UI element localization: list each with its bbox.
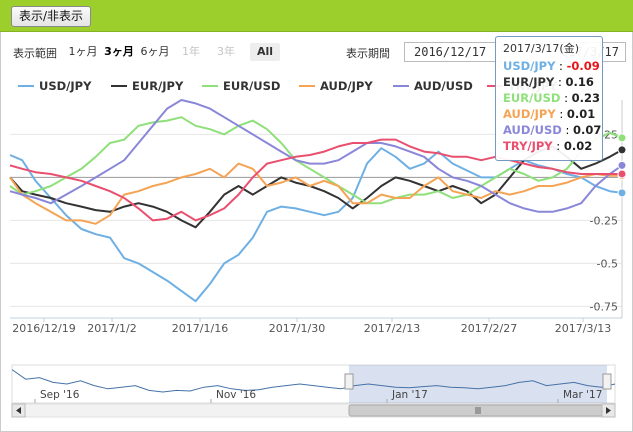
show-hide-button[interactable]: 表示/非表示 — [11, 6, 92, 27]
tooltip-series-name: EUR/JPY — [503, 75, 555, 89]
range-button-3m[interactable]: 3ヶ月 — [104, 45, 134, 58]
tooltip-row: AUD/JPY : 0.01 — [503, 106, 595, 122]
tooltip-series-name: EUR/USD — [503, 91, 561, 105]
tooltip-separator: : — [554, 75, 566, 89]
tooltip-row: TRY/JPY : 0.02 — [503, 138, 595, 154]
tooltip-row: AUD/USD : 0.07 — [503, 122, 601, 138]
tooltip-series-value: 0.07 — [573, 123, 602, 137]
range-button-1y[interactable]: 1年 — [182, 45, 200, 58]
tooltip-series-value: 0.23 — [571, 91, 600, 105]
tooltip-series-name: USD/JPY — [503, 59, 556, 73]
tooltip-series-name: TRY/JPY — [503, 139, 553, 153]
tooltip-series-name: AUD/USD — [503, 123, 562, 137]
tooltip-series-value: 0.02 — [563, 139, 593, 153]
range-button-all[interactable]: All — [250, 43, 280, 61]
tooltip-separator: : — [555, 59, 567, 73]
tooltip: 2017/3/17(金) USD/JPY : -0.09 EUR/JPY : 0.… — [495, 36, 603, 161]
period-label: 表示期間 — [346, 47, 390, 60]
tooltip-separator: : — [560, 91, 572, 105]
tooltip-series-name: AUD/JPY — [503, 107, 556, 121]
tooltip-separator: : — [555, 107, 567, 121]
tooltip-separator: : — [552, 139, 564, 153]
tooltip-series-value: 0.16 — [565, 75, 594, 89]
tooltip-separator: : — [561, 123, 573, 137]
range-button-6m[interactable]: 6ヶ月 — [140, 45, 170, 58]
tooltip-row: EUR/JPY : 0.16 — [503, 74, 595, 90]
range-button-3y[interactable]: 3年 — [217, 45, 235, 58]
range-label: 表示範囲 — [13, 47, 57, 60]
tooltip-series-value: 0.01 — [566, 107, 596, 121]
top-toolbar: 表示/非表示 — [0, 0, 633, 32]
period-from-input[interactable]: 2016/12/17 — [404, 42, 502, 62]
tooltip-date: 2017/3/17(金) — [503, 42, 579, 55]
tooltip-series-value: -0.09 — [566, 59, 600, 73]
tooltip-row: EUR/USD : 0.23 — [503, 90, 600, 106]
tooltip-row: USD/JPY : -0.09 — [503, 58, 600, 74]
range-button-1m[interactable]: 1ヶ月 — [68, 45, 98, 58]
